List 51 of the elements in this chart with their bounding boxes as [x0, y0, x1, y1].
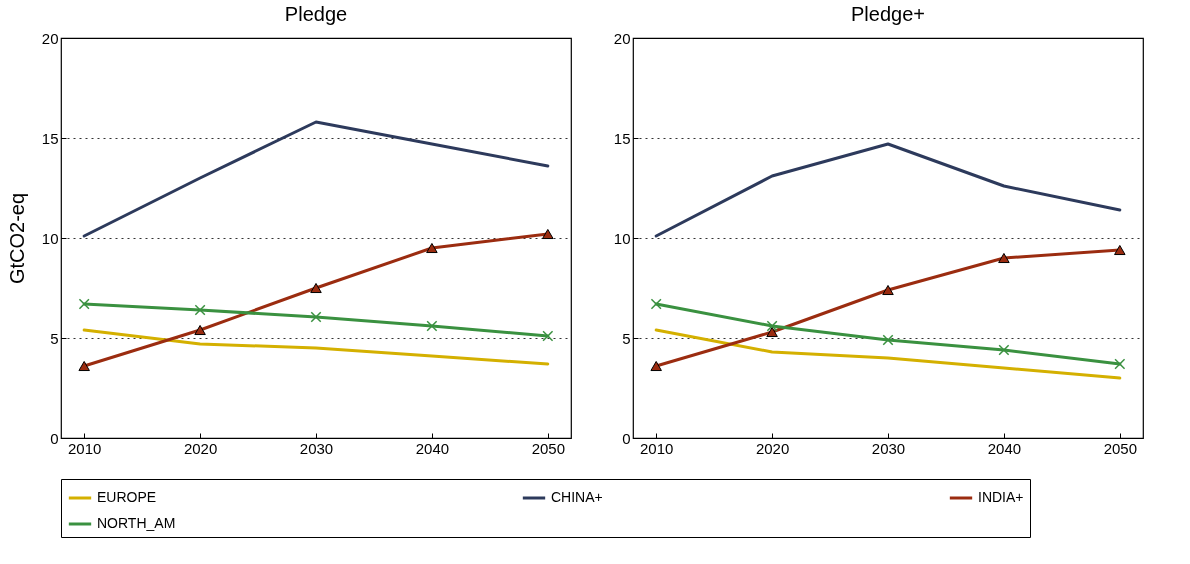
point [766, 320, 778, 332]
point [998, 252, 1010, 264]
point [882, 334, 894, 346]
legend-label: EUROPE [97, 489, 157, 505]
point [650, 298, 662, 310]
line-series [654, 142, 1122, 238]
x-tick-label: 2030 [871, 439, 906, 457]
legend-label: CHINA+ [551, 489, 603, 505]
point [426, 242, 438, 254]
line-series [654, 328, 1122, 380]
legend-label: INDIA+ [978, 489, 1024, 505]
y-tick-label: 20 [41, 29, 59, 47]
line-series [82, 120, 550, 238]
line-series [82, 328, 550, 366]
y-tick-label: 10 [41, 229, 59, 247]
y-tick-label: 10 [613, 229, 631, 247]
point [1114, 244, 1126, 256]
x-tick-label: 2040 [415, 439, 450, 457]
point [310, 311, 322, 323]
point [194, 324, 206, 336]
point [1114, 358, 1126, 370]
point [542, 228, 554, 240]
x-tick-label: 2040 [987, 439, 1022, 457]
chart-title: Pledge+ [851, 3, 925, 25]
x-tick-label: 2020 [183, 439, 218, 457]
point [78, 298, 90, 310]
x-tick-label: 2010 [639, 439, 674, 457]
point [194, 304, 206, 316]
chart-title: Pledge [284, 3, 348, 25]
x-tick-label: 2050 [1103, 439, 1138, 457]
point [882, 284, 894, 296]
y-tick-label: 0 [622, 429, 631, 447]
point [78, 360, 90, 372]
point [998, 344, 1010, 356]
y-tick-label: 5 [50, 329, 59, 347]
point [310, 282, 322, 294]
y-tick-label: 5 [622, 329, 631, 347]
y-axis-title: GtCO2-eq [5, 192, 28, 285]
x-tick-label: 2010 [67, 439, 102, 457]
x-tick-label: 2050 [531, 439, 566, 457]
point [766, 326, 778, 338]
point [650, 360, 662, 372]
point [542, 330, 554, 342]
y-tick-label: 0 [50, 429, 59, 447]
y-tick-label: 20 [613, 29, 631, 47]
x-tick-label: 2030 [299, 439, 334, 457]
point [426, 320, 438, 332]
y-tick-label: 15 [41, 129, 59, 147]
legend-label: NORTH_AM [97, 515, 176, 531]
y-tick-label: 15 [613, 129, 631, 147]
x-tick-label: 2020 [755, 439, 790, 457]
